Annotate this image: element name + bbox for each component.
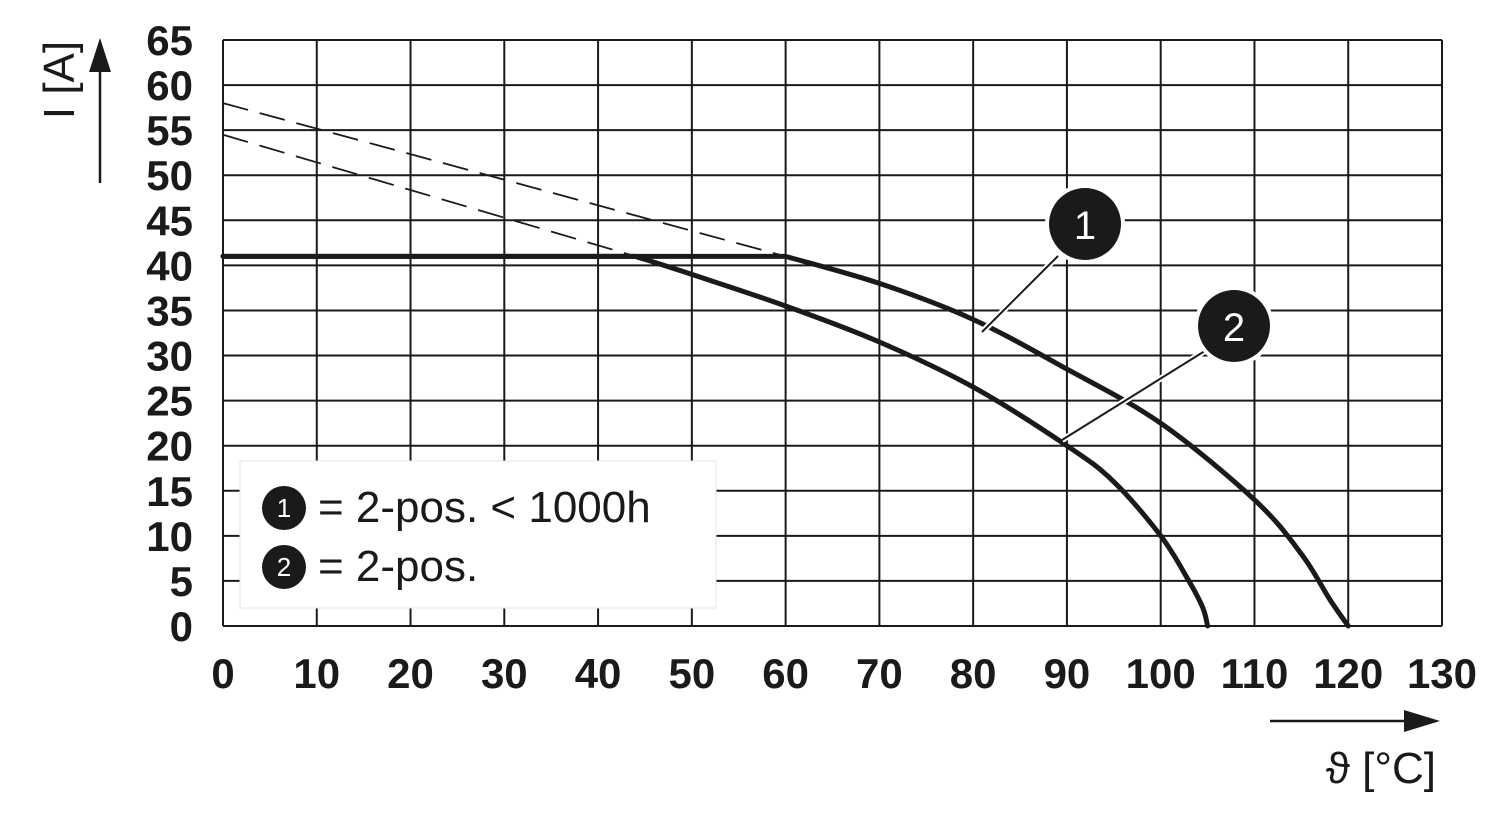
y-tick-label: 65 [146,17,193,64]
y-tick-label: 35 [146,287,193,334]
x-tick-label: 40 [575,650,622,697]
y-tick-label: 40 [146,242,193,289]
series-line-2 [220,253,1211,629]
legend-item-1: 1 = 2-pos. < 1000h [262,483,651,532]
legend-text-2: = 2-pos. [318,542,478,591]
legend: 1 = 2-pos. < 1000h 2 = 2-pos. [239,460,717,609]
x-tick-label: 60 [762,650,809,697]
legend-text-1: = 2-pos. < 1000h [318,483,651,532]
callout-1-leader [981,255,1059,333]
x-axis-title-group: ϑ [°C] [1270,710,1440,793]
x-tick-label: 80 [950,650,997,697]
legend-item-2: 2 = 2-pos. [262,542,478,591]
y-tick-label: 60 [146,62,193,109]
x-tick-label: 120 [1313,650,1383,697]
x-tick-label: 30 [481,650,528,697]
callout-1: 1 [979,184,1125,335]
x-tick-label: 70 [856,650,903,697]
y-tick-label: 25 [146,378,193,425]
legend-box [239,460,717,609]
y-tick-label: 5 [170,558,193,605]
x-tick-label: 100 [1126,650,1196,697]
y-tick-label: 15 [146,468,193,515]
x-axis-label: ϑ [°C] [1326,744,1436,793]
y-axis-arrowhead-icon [89,38,111,72]
y-tick-label: 50 [146,152,193,199]
y-tick-label: 20 [146,423,193,470]
callout-2-label: 2 [1223,306,1245,350]
y-axis-title-group: I [A] [35,38,111,183]
legend-marker-2-icon [262,545,306,589]
y-axis-label: I [A] [35,41,84,119]
legend-marker-1-icon [262,486,306,530]
y-tick-label: 45 [146,197,193,244]
dashed-extension-line [222,102,786,258]
y-tick-label: 30 [146,333,193,380]
y-tick-label: 10 [146,513,193,560]
x-tick-label: 10 [293,650,340,697]
legend-marker-2-label: 2 [277,552,291,582]
callout-1-marker-icon [1049,188,1121,260]
x-axis-arrowhead-icon [1404,710,1440,732]
series-line-1 [220,253,1351,629]
extension-lines [222,102,786,258]
x-tick-label: 20 [387,650,434,697]
dashed-extension-line [222,133,636,258]
y-tick-label: 55 [146,107,193,154]
y-tick-label: 0 [170,603,193,650]
callout-2: 2 [1060,286,1274,443]
x-tick-label: 90 [1044,650,1091,697]
x-tick-label: 0 [211,650,234,697]
curves [220,253,1351,629]
x-tick-label: 50 [668,650,715,697]
x-tick-label: 110 [1221,650,1289,697]
x-tick-labels: 0 10 20 30 40 50 60 70 80 90 100 110 120 130 [211,650,1477,697]
callout-2-marker-icon [1198,290,1270,362]
x-tick-label: 130 [1407,650,1477,697]
callout-2-leader [1061,348,1209,441]
callout-1-label: 1 [1074,204,1096,248]
legend-marker-1-label: 1 [277,493,291,523]
